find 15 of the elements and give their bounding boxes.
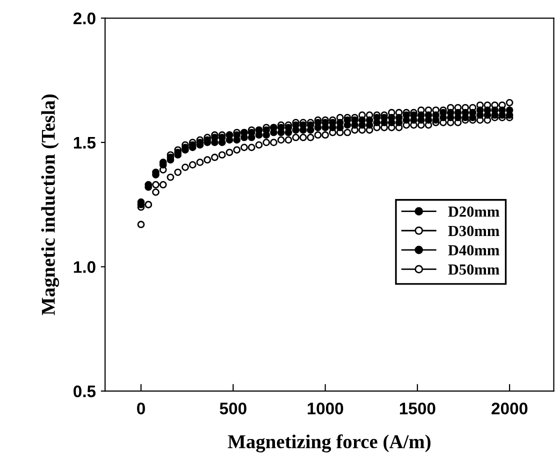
y-axis-title: Magnetic induction (Tesla)	[41, 94, 59, 316]
x-tick-label: 2000	[492, 402, 528, 414]
y-tick-label: 2.0	[73, 12, 96, 24]
legend-label: D30mm	[448, 226, 500, 236]
x-axis-title: Magnetizing force (A/m)	[228, 434, 430, 452]
legend-label: D20mm	[448, 206, 500, 217]
x-tick-label: 0	[137, 402, 145, 414]
legend-label: D50mm	[448, 264, 500, 275]
x-tick-label: 1000	[308, 402, 344, 414]
y-tick-label: 0.5	[74, 385, 96, 398]
y-tick-label: 1.0	[74, 261, 96, 273]
y-tick-label: 1.5	[74, 137, 96, 149]
legend-label: D40mm	[448, 245, 500, 256]
x-tick-label: 1500	[400, 402, 436, 414]
x-tick-label: 500	[220, 402, 246, 414]
